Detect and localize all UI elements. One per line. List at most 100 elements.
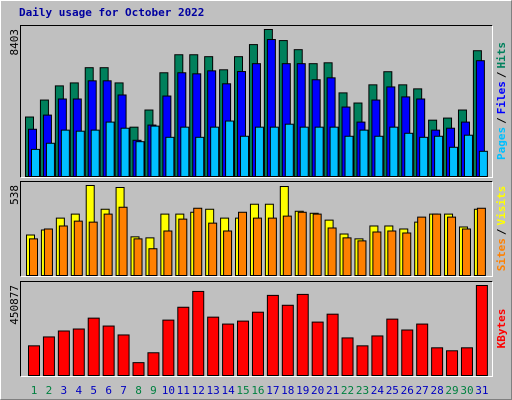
bar xyxy=(419,136,429,177)
legend-entry: Pages xyxy=(495,127,508,160)
bar xyxy=(449,146,459,177)
bar xyxy=(148,248,158,277)
x-tick-label: 22 xyxy=(341,384,354,397)
bar xyxy=(225,120,235,178)
x-tick-label: 19 xyxy=(296,384,309,397)
y-tick-label: 538 xyxy=(8,185,21,205)
bar xyxy=(237,320,250,377)
x-tick-label: 13 xyxy=(207,384,220,397)
plot-border-dark xyxy=(20,181,493,277)
legend-entry: Files xyxy=(495,81,508,114)
bar xyxy=(269,126,279,177)
bar xyxy=(58,225,68,277)
bar xyxy=(223,230,233,277)
x-tick-label: 6 xyxy=(105,384,112,397)
bar xyxy=(297,211,307,276)
x-tick-label: 8 xyxy=(135,384,142,397)
bar xyxy=(207,316,220,376)
bar xyxy=(117,334,130,377)
x-tick-label: 15 xyxy=(236,384,249,397)
x-tick-label: 24 xyxy=(371,384,385,397)
bar xyxy=(177,306,190,376)
x-tick-label: 29 xyxy=(445,384,458,397)
bar xyxy=(133,238,143,277)
bar xyxy=(88,221,98,276)
bar xyxy=(72,328,85,376)
y-tick-label: 8403 xyxy=(8,29,21,56)
bar xyxy=(251,311,264,377)
bar xyxy=(401,329,414,376)
bar xyxy=(195,136,205,177)
bar xyxy=(341,337,354,377)
bar xyxy=(180,126,190,177)
bar xyxy=(387,230,397,277)
x-tick-label: 12 xyxy=(192,384,205,397)
bar xyxy=(29,238,38,277)
x-tick-label: 14 xyxy=(221,384,235,397)
bar xyxy=(120,127,130,177)
bar xyxy=(281,304,294,376)
bar xyxy=(102,325,115,377)
x-tick-label: 16 xyxy=(251,384,264,397)
y-tick-label: 450877 xyxy=(8,285,21,325)
bar xyxy=(192,290,205,376)
bar xyxy=(329,126,339,177)
bar xyxy=(416,323,429,377)
bar xyxy=(43,228,53,277)
bar xyxy=(267,217,277,276)
plot-border-dark xyxy=(20,281,493,377)
bar xyxy=(252,217,262,276)
x-tick-label: 23 xyxy=(356,384,369,397)
bar xyxy=(447,216,457,276)
bar xyxy=(311,321,324,376)
legend: Pages / Files / Hits xyxy=(495,42,508,160)
x-tick-label: 21 xyxy=(326,384,339,397)
x-tick-label: 11 xyxy=(177,384,190,397)
bar xyxy=(312,213,322,276)
bar xyxy=(326,313,339,377)
bar xyxy=(371,335,384,376)
x-tick-label: 17 xyxy=(266,384,279,397)
bar xyxy=(314,126,324,177)
x-tick-label: 20 xyxy=(311,384,324,397)
bar xyxy=(432,213,442,276)
bar xyxy=(344,135,354,178)
bar xyxy=(238,211,248,276)
x-tick-label: 5 xyxy=(90,384,97,397)
bar xyxy=(342,237,352,276)
bar xyxy=(222,323,235,377)
bar xyxy=(210,126,220,177)
bar xyxy=(208,222,218,276)
bar xyxy=(165,136,175,177)
bar xyxy=(73,220,83,277)
x-tick-label: 27 xyxy=(416,384,429,397)
plot-border-dark xyxy=(20,25,493,178)
bar xyxy=(402,232,412,276)
bar xyxy=(57,330,70,376)
bar xyxy=(356,345,369,376)
bar xyxy=(478,150,488,177)
bar xyxy=(374,135,384,178)
bar xyxy=(266,294,279,377)
bar xyxy=(150,125,160,178)
legend-separator: / xyxy=(495,71,508,78)
bar xyxy=(87,317,100,376)
bar xyxy=(178,218,188,277)
bar xyxy=(386,318,399,376)
x-tick-label: 10 xyxy=(162,384,175,397)
bar xyxy=(254,126,264,177)
bar xyxy=(359,129,369,177)
bar xyxy=(389,126,399,177)
bar xyxy=(372,231,382,276)
bar xyxy=(240,135,250,178)
plot-border-light xyxy=(20,281,493,377)
bar xyxy=(284,123,294,177)
bar xyxy=(31,148,40,178)
bar xyxy=(60,129,70,177)
bar xyxy=(135,141,145,178)
legend: KBytes xyxy=(495,309,508,349)
plot-border-light xyxy=(20,25,493,178)
chart-title: Daily usage for October 2022 xyxy=(19,6,204,19)
bar xyxy=(476,207,486,276)
bar xyxy=(434,135,444,178)
